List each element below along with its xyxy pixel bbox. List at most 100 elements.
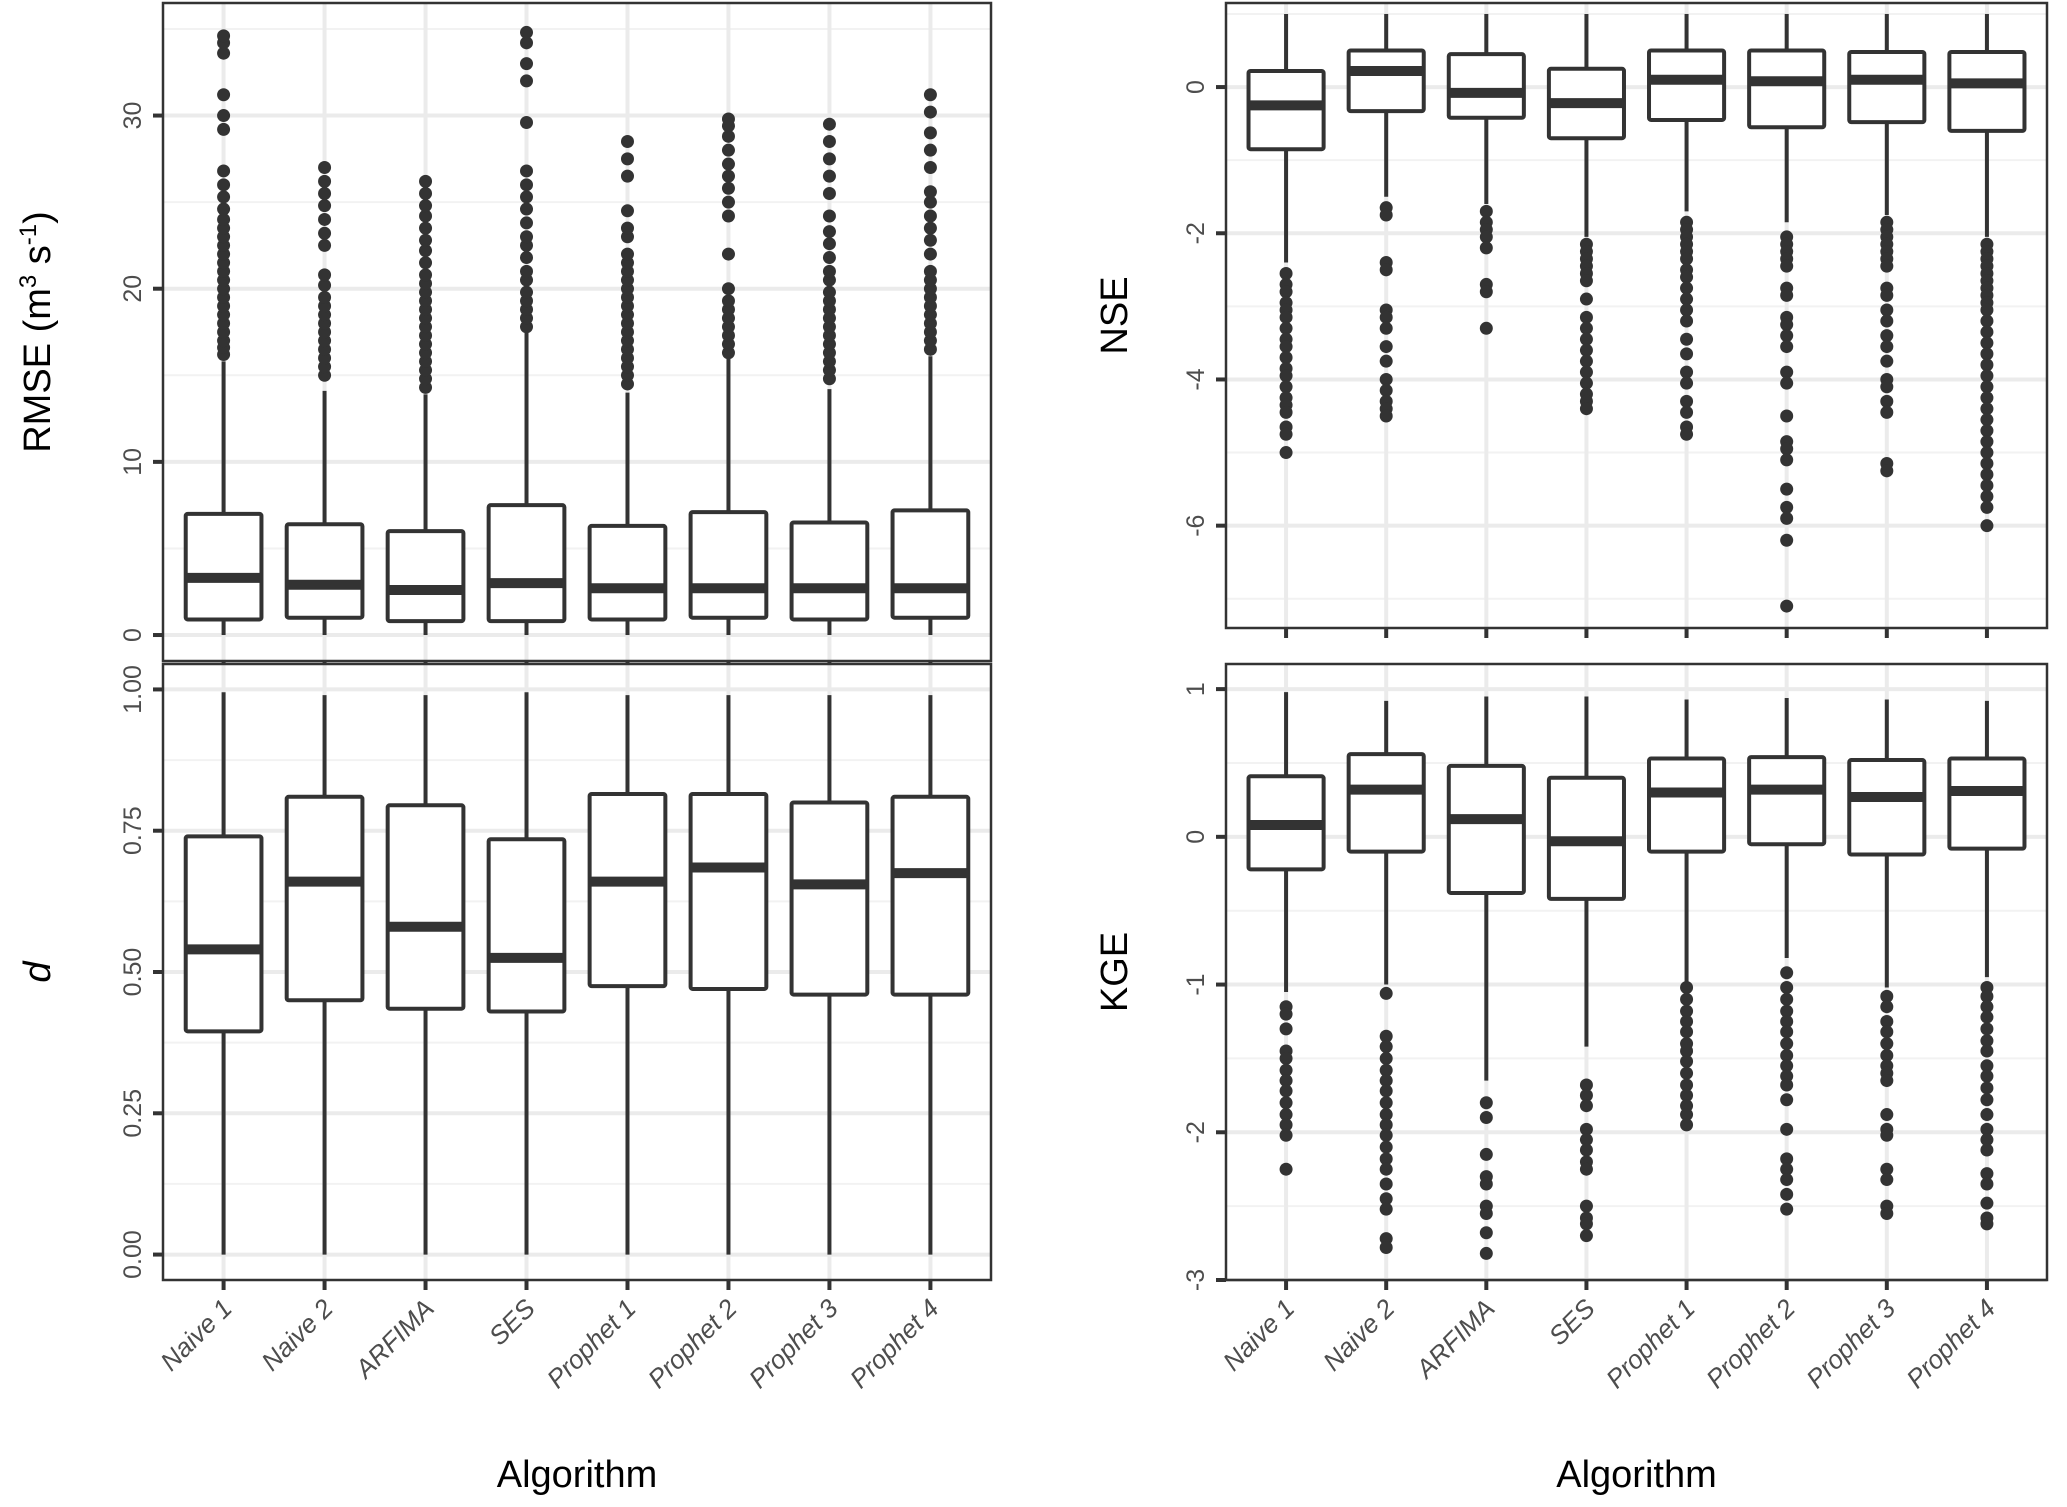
outlier-point — [1379, 372, 1393, 386]
outlier-point — [923, 209, 937, 223]
outlier-point — [1980, 1093, 1994, 1107]
outlier-point — [1379, 1162, 1393, 1176]
outlier-point — [620, 152, 634, 166]
outlier-point — [822, 169, 836, 183]
outlier-point — [1279, 266, 1293, 280]
iqr-box — [890, 794, 971, 997]
y-tick-label: -1 — [1182, 973, 1210, 995]
x-tick-label: Naive 1 — [1217, 1293, 1301, 1377]
outlier-point — [1279, 405, 1293, 419]
x-tick-label: Naive 2 — [255, 1293, 339, 1377]
outlier-point — [520, 285, 534, 299]
outlier-point — [1780, 981, 1794, 995]
outlier-point — [1780, 329, 1794, 343]
outlier-point — [1279, 1096, 1293, 1110]
outlier-point — [1379, 1074, 1393, 1088]
box-arfima — [385, 695, 466, 1255]
outlier-point — [822, 209, 836, 223]
box-prophet-3 — [789, 117, 870, 636]
outlier-point — [1880, 329, 1894, 343]
box-naive-2 — [1346, 700, 1426, 1255]
outlier-point — [721, 195, 735, 209]
iqr-box — [1346, 752, 1426, 854]
outlier-point — [1780, 1004, 1794, 1018]
outlier-point — [1880, 1048, 1894, 1062]
outlier-point — [217, 190, 231, 204]
outlier-point — [923, 143, 937, 157]
outlier-point — [318, 268, 332, 282]
outlier-point — [1980, 1143, 1994, 1157]
y-tick-label: -4 — [1182, 368, 1210, 390]
outlier-point — [1479, 1111, 1493, 1125]
outlier-point — [1379, 1152, 1393, 1166]
outlier-point — [1379, 263, 1393, 277]
y-axis-title-part: s — [17, 245, 59, 275]
x-tick-label: SES — [1543, 1293, 1601, 1351]
panel-border — [1224, 1, 2049, 630]
outlier-point — [1379, 1051, 1393, 1065]
outlier-point — [520, 178, 534, 192]
outlier-point — [1379, 1202, 1393, 1216]
y-axis-title-part: ) — [17, 211, 59, 224]
y-tick-label: 0 — [1182, 80, 1210, 94]
outlier-point — [620, 169, 634, 183]
outlier-point — [620, 221, 634, 235]
outlier-point — [318, 238, 332, 252]
outlier-point — [1980, 1059, 1994, 1073]
outlier-point — [1479, 1096, 1493, 1110]
box-prophet-4 — [890, 695, 971, 1255]
outlier-point — [1980, 380, 1994, 394]
outlier-point — [318, 212, 332, 226]
outlier-point — [217, 178, 231, 192]
outlier-point — [1780, 1122, 1794, 1136]
y-tick-label: 10 — [119, 448, 147, 476]
outlier-point — [520, 230, 534, 244]
outlier-point — [1279, 1128, 1293, 1142]
outlier-point — [1980, 314, 1994, 328]
outlier-point — [1780, 1014, 1794, 1028]
x-axis-title: Algorithm — [497, 1454, 658, 1496]
outlier-point — [1379, 1040, 1393, 1054]
outlier-point — [1980, 500, 1994, 514]
outlier-point — [318, 174, 332, 188]
iqr-box — [486, 837, 567, 1014]
outlier-point — [1680, 1044, 1694, 1058]
outlier-point — [1980, 1217, 1994, 1231]
outlier-point — [1379, 1241, 1393, 1255]
outlier-point — [1279, 340, 1293, 354]
y-tick-label: 0.00 — [119, 1230, 147, 1279]
outlier-point — [721, 143, 735, 157]
outlier-point — [1680, 1025, 1694, 1039]
y-tick-label: 0.25 — [119, 1089, 147, 1138]
outlier-point — [1680, 1066, 1694, 1080]
outlier-point — [923, 247, 937, 261]
outlier-point — [1780, 599, 1794, 613]
outlier-point — [1980, 457, 1994, 471]
outlier-point — [1880, 303, 1894, 317]
outlier-point — [923, 233, 937, 247]
outlier-point — [1880, 1037, 1894, 1051]
outlier-point — [1379, 340, 1393, 354]
outlier-point — [1780, 453, 1794, 467]
outlier-point — [1279, 1118, 1293, 1132]
outlier-point — [1379, 409, 1393, 423]
outlier-point — [1880, 354, 1894, 368]
outlier-point — [1980, 1177, 1994, 1191]
iqr-box — [1647, 48, 1727, 122]
outlier-point — [822, 117, 836, 131]
box-prophet-4 — [890, 88, 971, 636]
x-tick-label: Naive 2 — [1317, 1293, 1401, 1377]
outlier-point — [1479, 1226, 1493, 1240]
outlier-point — [1980, 336, 1994, 350]
box-naive-1 — [1246, 692, 1326, 1176]
outlier-point — [1279, 1162, 1293, 1176]
outlier-point — [520, 216, 534, 230]
outlier-point — [318, 186, 332, 200]
outlier-point — [923, 126, 937, 140]
outlier-point — [620, 247, 634, 261]
outlier-point — [822, 285, 836, 299]
outlier-point — [1980, 446, 1994, 460]
x-tick-label: Prophet 4 — [844, 1293, 945, 1394]
outlier-point — [1780, 1093, 1794, 1107]
iqr-box — [385, 803, 466, 1011]
